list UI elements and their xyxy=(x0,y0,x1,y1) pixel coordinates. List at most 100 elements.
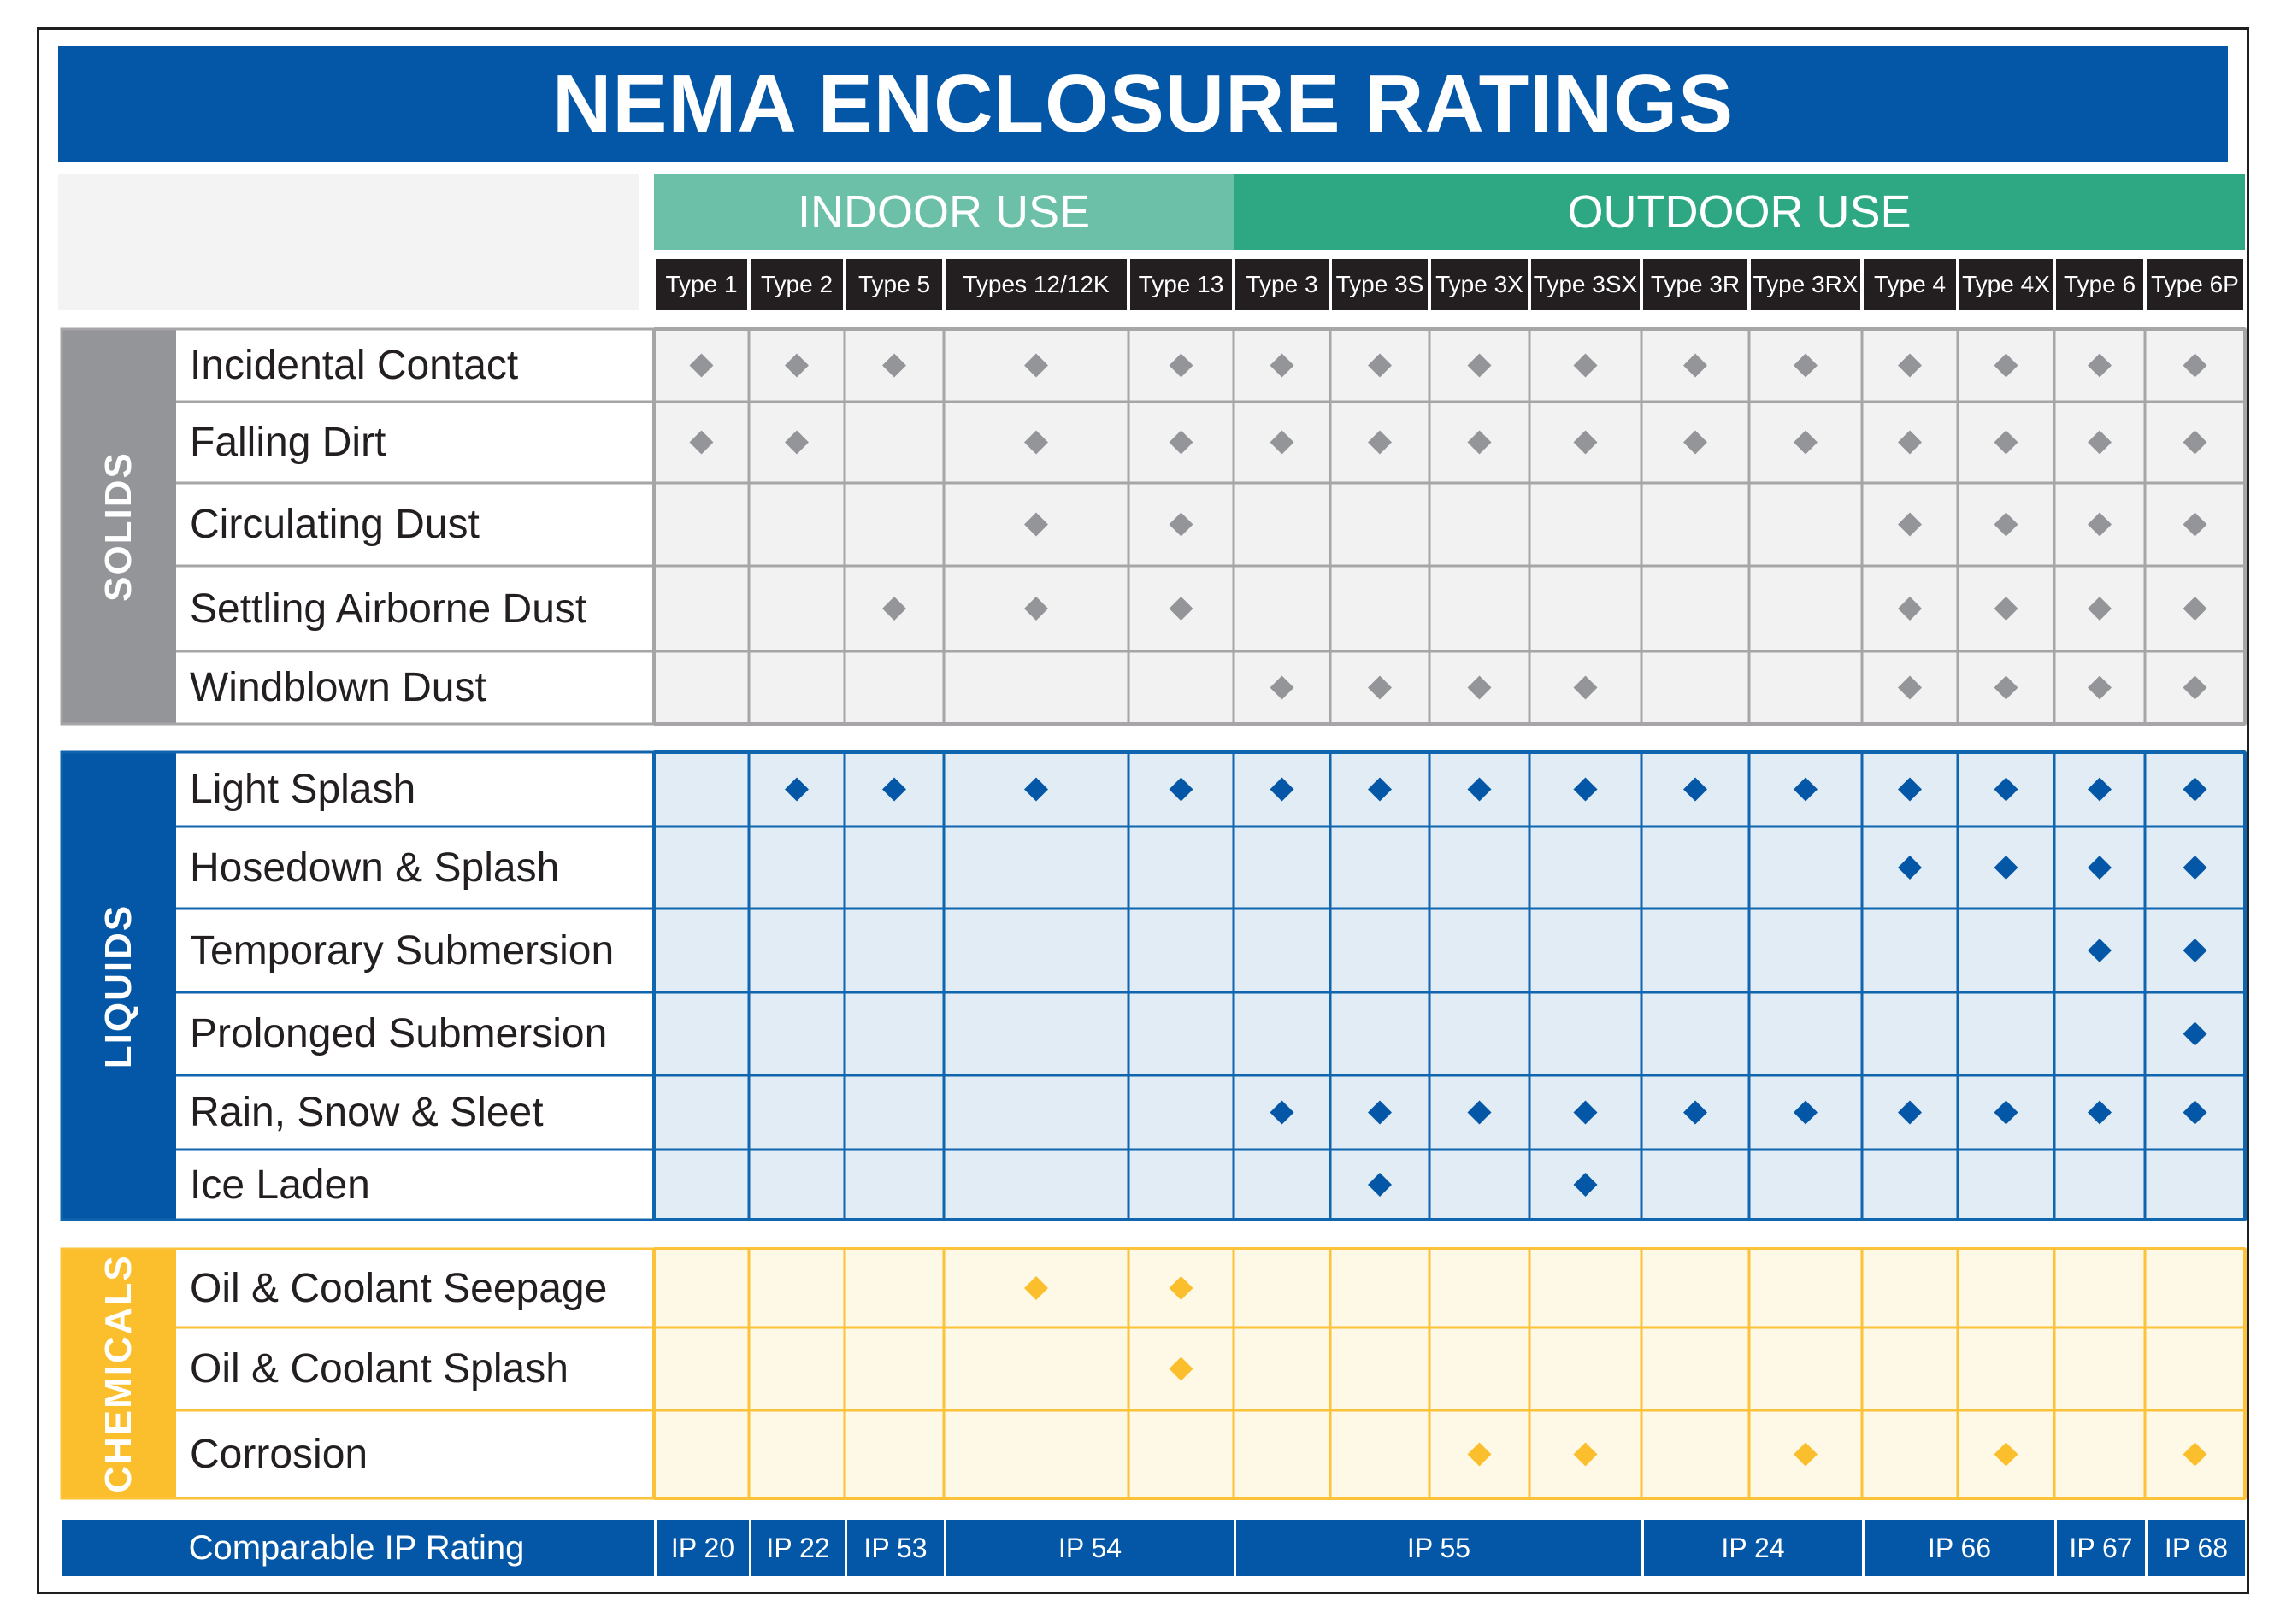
column-header: Type 5 xyxy=(846,259,942,310)
column-header: Type 2 xyxy=(751,259,843,310)
row-label: Settling Airborne Dust xyxy=(176,568,651,650)
category-outline xyxy=(60,327,2247,726)
rating-mark xyxy=(1467,675,1492,700)
rating-mark xyxy=(1573,675,1598,700)
rating-mark xyxy=(1994,430,2018,455)
rating-mark xyxy=(2183,939,2207,962)
category-bar: SOLIDS xyxy=(62,329,176,724)
ip-rating-cell: IP 68 xyxy=(2145,1520,2245,1576)
column-header: Type 3X xyxy=(1431,259,1528,310)
ip-rating-cell: IP 67 xyxy=(2054,1520,2145,1576)
rating-mark xyxy=(1994,512,2018,537)
rating-mark xyxy=(1898,430,1922,455)
row-label: Circulating Dust xyxy=(176,485,651,564)
column-header: Type 6P xyxy=(2147,259,2243,310)
rating-mark xyxy=(1270,777,1294,802)
rating-mark xyxy=(1467,430,1492,455)
rating-mark xyxy=(1994,1100,2018,1125)
rating-mark xyxy=(1683,353,1707,378)
page-title: NEMA ENCLOSURE RATINGS xyxy=(58,46,2228,162)
rating-mark xyxy=(1898,1100,1922,1125)
rating-mark xyxy=(2088,353,2112,378)
rating-mark xyxy=(2183,512,2207,537)
grid-background xyxy=(654,1249,2245,1498)
rating-mark xyxy=(1270,675,1294,700)
rating-mark xyxy=(1024,1276,1048,1300)
rating-mark xyxy=(1270,353,1294,378)
ip-rating-bar xyxy=(62,1520,2245,1576)
row-label: Ice Laden xyxy=(176,1151,651,1218)
outdoor-use-band xyxy=(1234,174,2245,250)
rating-mark xyxy=(785,353,809,378)
rating-mark xyxy=(1169,1276,1193,1300)
category-bar: LIQUIDS xyxy=(62,752,176,1220)
rating-mark xyxy=(2088,430,2112,455)
rating-mark xyxy=(1994,675,2018,700)
rating-mark xyxy=(882,597,906,621)
grid-background xyxy=(654,329,2245,724)
rating-mark xyxy=(1270,430,1294,455)
category-bar: CHEMICALS xyxy=(62,1249,176,1498)
rating-mark xyxy=(689,430,714,455)
rating-mark xyxy=(1994,777,2018,802)
rating-mark xyxy=(1898,856,1922,880)
indoor-use-label: INDOOR USE xyxy=(797,186,1091,238)
rating-mark xyxy=(1169,512,1193,537)
ip-rating-cell: IP 54 xyxy=(944,1520,1234,1576)
rating-mark xyxy=(1024,512,1048,537)
rating-mark xyxy=(1024,430,1048,455)
rating-mark xyxy=(2183,430,2207,455)
rating-mark xyxy=(2088,512,2112,537)
rating-mark xyxy=(882,353,906,378)
rating-mark xyxy=(1573,1100,1598,1125)
rating-mark xyxy=(1368,1100,1392,1125)
row-label: Rain, Snow & Sleet xyxy=(176,1077,651,1148)
row-label: Hosedown & Splash xyxy=(176,828,651,907)
rating-mark xyxy=(1898,597,1922,621)
row-label: Temporary Submersion xyxy=(176,910,651,991)
rating-mark xyxy=(2183,675,2207,700)
row-label: Incidental Contact xyxy=(176,331,651,400)
rating-mark xyxy=(1169,353,1193,378)
rating-mark xyxy=(1794,1100,1818,1125)
rating-mark xyxy=(689,353,714,378)
rating-mark xyxy=(1467,777,1492,802)
column-header: Type 3SX xyxy=(1531,259,1640,310)
ip-rating-label: Comparable IP Rating xyxy=(188,1528,525,1567)
rating-mark xyxy=(1898,512,1922,537)
row-label: Light Splash xyxy=(176,754,651,825)
column-header: Type 1 xyxy=(656,259,747,310)
rating-mark xyxy=(2088,939,2112,962)
ip-rating-cell: IP 24 xyxy=(1641,1520,1862,1576)
rating-mark xyxy=(1368,430,1392,455)
rating-mark xyxy=(2183,856,2207,880)
row-label: Prolonged Submersion xyxy=(176,994,651,1074)
outdoor-use-label: OUTDOOR USE xyxy=(1567,186,1912,238)
rating-mark xyxy=(1994,597,2018,621)
outer-frame xyxy=(37,27,2249,1594)
rating-mark xyxy=(2088,597,2112,621)
grid-background xyxy=(654,752,2245,1220)
rating-mark xyxy=(2088,777,2112,802)
column-header: Type 3RX xyxy=(1751,259,1860,310)
column-header: Types 12/12K xyxy=(946,259,1127,310)
rating-mark xyxy=(1794,430,1818,455)
rating-mark xyxy=(1368,353,1392,378)
rating-mark xyxy=(1467,353,1492,378)
rating-mark xyxy=(1368,1173,1392,1197)
rating-mark xyxy=(1169,430,1193,455)
rating-mark xyxy=(1794,353,1818,378)
rating-mark xyxy=(2183,1021,2207,1046)
rating-mark xyxy=(1683,430,1707,455)
rating-mark xyxy=(2183,1442,2207,1467)
column-header: Type 3R xyxy=(1643,259,1747,310)
ip-rating-cell: IP 53 xyxy=(845,1520,944,1576)
rating-mark xyxy=(1898,675,1922,700)
rating-mark xyxy=(1683,777,1707,802)
rating-mark xyxy=(1573,353,1598,378)
rating-mark xyxy=(1573,430,1598,455)
column-header: Type 3S xyxy=(1332,259,1428,310)
header-corner xyxy=(58,174,639,310)
rating-mark xyxy=(1898,777,1922,802)
rating-mark xyxy=(1467,1442,1492,1467)
